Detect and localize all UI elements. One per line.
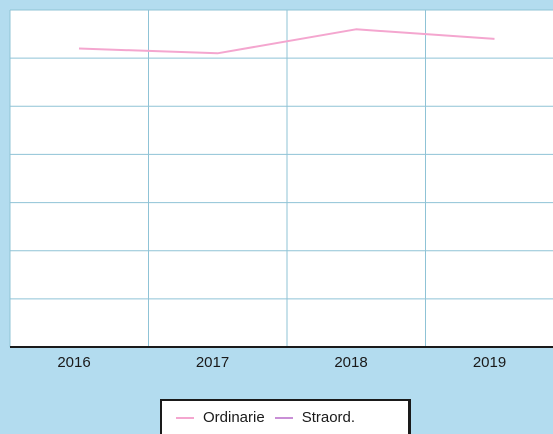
chart-legend: Ordinarie Straord.: [160, 399, 411, 434]
legend-label-ordinarie: Ordinarie: [203, 409, 265, 426]
legend-label-straord: Straord.: [301, 409, 356, 426]
x-tick-label: 2016: [57, 354, 90, 371]
x-tick-label: 2017: [196, 354, 229, 371]
plot-area: [10, 10, 553, 347]
legend-item-straord: Straord.: [274, 409, 356, 426]
legend-item-ordinarie: Ordinarie: [176, 409, 265, 426]
x-tick-label: 2019: [473, 354, 506, 371]
series-line-0: [78, 28, 495, 55]
x-tick-label: 2018: [334, 354, 367, 371]
legend-swatch-straord: [274, 416, 293, 419]
legend-swatch-ordinarie: [176, 416, 194, 419]
